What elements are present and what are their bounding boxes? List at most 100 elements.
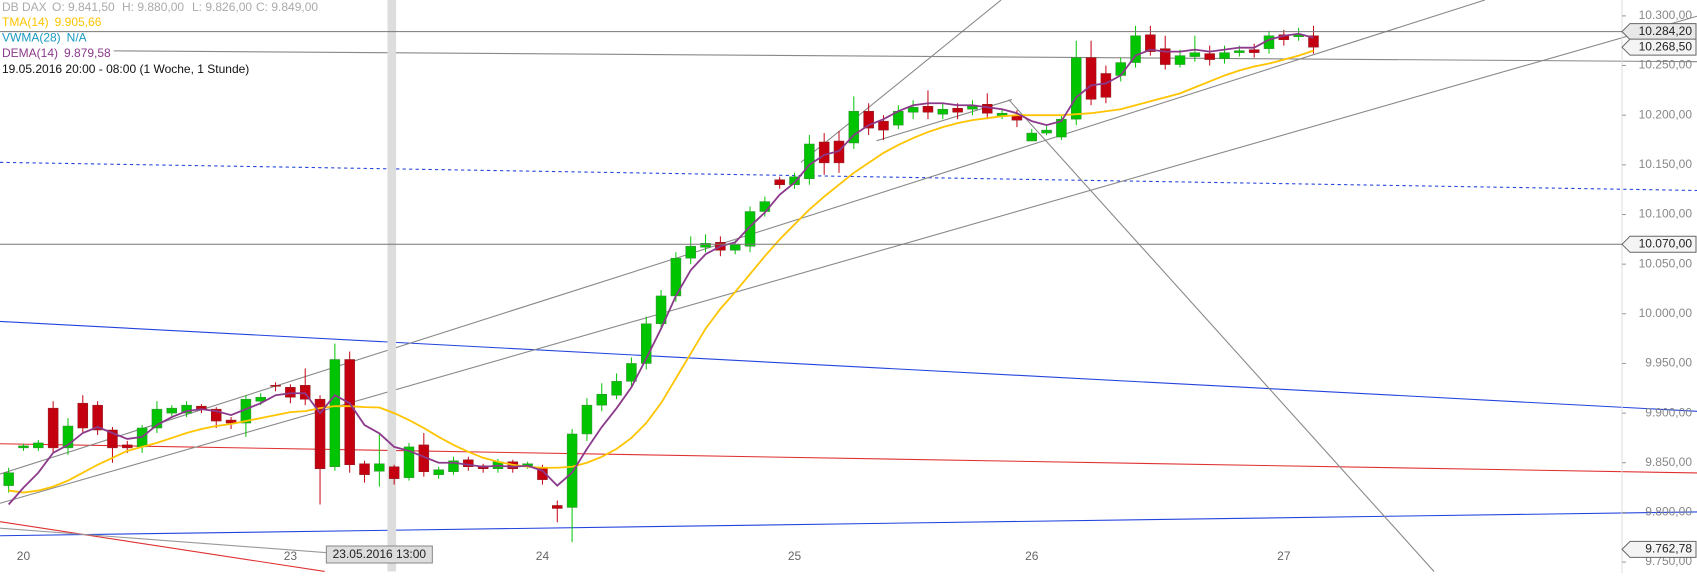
price-tag <box>1621 23 1697 41</box>
candle-body <box>166 407 178 414</box>
candle-body <box>107 429 118 449</box>
candle-body <box>1189 52 1201 57</box>
candle-body <box>388 466 400 479</box>
candle-body <box>774 179 785 185</box>
y-tick-label: 10.250,00 <box>1639 58 1693 72</box>
candle-body <box>878 120 889 131</box>
x-tick-label: 20 <box>17 549 31 563</box>
candle-body <box>225 419 237 424</box>
x-tick-label: 26 <box>1025 549 1039 563</box>
candle-body <box>255 396 266 402</box>
legend-name: VWMA(28) <box>2 31 61 45</box>
ohlc-label: C: 9.849,00 <box>256 0 318 14</box>
trend-line <box>0 320 1697 412</box>
candle-body <box>937 108 949 115</box>
legend-name: TMA(14) <box>2 15 49 29</box>
indicator-line <box>8 49 1314 494</box>
candle-body <box>1115 62 1126 76</box>
crosshair-tag <box>325 545 433 564</box>
candle-body <box>314 398 326 469</box>
candle-body <box>982 104 993 114</box>
trend-line <box>0 527 390 558</box>
y-tick-label: 10.100,00 <box>1639 207 1693 221</box>
legend-value: 9.905,66 <box>55 15 102 29</box>
candle-body <box>403 446 415 478</box>
candle-body <box>744 211 756 247</box>
trend-line <box>0 521 325 572</box>
candle-body <box>1219 52 1230 59</box>
candle-body <box>433 469 444 475</box>
candle-body <box>922 106 934 113</box>
price-tag <box>1621 38 1697 56</box>
legend: DB DAX O: 9.841,50 H: 9.880,00 L: 9.826,00 C… <box>2 0 318 76</box>
indicator-line <box>7 32 1314 506</box>
price-tag <box>1621 540 1697 558</box>
legend-value: 9.879,58 <box>64 46 111 60</box>
trend-line <box>113 50 1697 63</box>
legend-name: DB DAX <box>2 0 47 14</box>
candle-body <box>611 381 622 396</box>
candle-body <box>818 141 830 164</box>
y-tick-label: 10.300,00 <box>1639 8 1693 22</box>
y-tick-label: 9.850,00 <box>1645 455 1692 469</box>
trend-line <box>1008 99 1435 572</box>
y-tick-label: 10.150,00 <box>1639 157 1693 171</box>
price-tag-label: 10.070,00 <box>1639 236 1693 250</box>
crosshair-band <box>387 0 397 572</box>
candle-body <box>848 110 860 144</box>
candle-body <box>62 425 74 449</box>
trend-line <box>800 0 1002 163</box>
candle-body <box>3 472 14 486</box>
price-tag <box>1621 235 1697 253</box>
candle-body <box>18 445 29 449</box>
candle-body <box>566 433 578 508</box>
x-tick-label: 23 <box>284 549 298 563</box>
candle-body <box>359 463 370 475</box>
candle-body <box>1070 57 1082 120</box>
candle-body <box>122 444 133 449</box>
candle-body <box>789 176 800 185</box>
candle-body <box>581 404 593 435</box>
x-tick-label: 27 <box>1277 549 1291 563</box>
candle-body <box>1100 73 1112 98</box>
candle-body <box>210 408 222 422</box>
y-tick-label: 9.900,00 <box>1645 405 1692 419</box>
candle-body <box>33 442 44 449</box>
candle-body <box>270 385 281 387</box>
ohlc-label: L: 9.826,00 <box>192 0 252 14</box>
candle-body <box>655 295 667 324</box>
candle-body <box>863 110 874 129</box>
trend-line <box>0 15 1697 504</box>
y-tick-label: 9.800,00 <box>1645 505 1692 519</box>
trend-line <box>0 511 1697 537</box>
y-tick-label: 9.950,00 <box>1645 356 1692 370</box>
candle-body <box>1159 48 1171 65</box>
y-tick-label: 10.000,00 <box>1639 306 1693 320</box>
ohlc-label: O: 9.841,50 <box>52 0 115 14</box>
legend-name: DEMA(14) <box>2 46 58 60</box>
candle-body <box>685 246 696 259</box>
candle-body <box>626 363 637 382</box>
price-tag-label: 10.284,20 <box>1639 24 1693 38</box>
candle-body <box>1308 35 1319 48</box>
candle-body <box>344 359 355 466</box>
candle-body <box>804 143 815 180</box>
chart-subtitle: 19.05.2016 20:00 - 08:00 (1 Woche, 1 Stu… <box>2 62 249 76</box>
candle-body <box>374 463 385 472</box>
candle-body <box>552 505 563 509</box>
x-tick-label: 25 <box>788 549 802 563</box>
candle-body <box>907 107 919 113</box>
ohlc-label: H: 9.880,00 <box>122 0 184 14</box>
candle-body <box>1130 35 1141 63</box>
candle-body <box>1026 132 1038 142</box>
candle-body <box>1174 55 1186 65</box>
candle-body <box>77 402 89 429</box>
candle-body <box>640 323 652 364</box>
candle-body <box>285 387 296 398</box>
candle-body <box>596 393 608 406</box>
candle-body <box>1085 57 1097 100</box>
crosshair-label: 23.05.2016 13:00 <box>333 547 427 561</box>
candle-body <box>181 404 192 414</box>
candle-body <box>1248 49 1260 53</box>
